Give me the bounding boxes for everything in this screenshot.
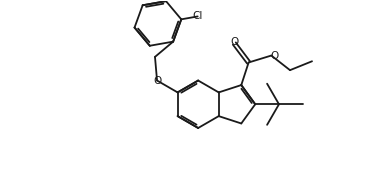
Text: O: O <box>270 51 278 61</box>
Text: O: O <box>230 37 238 47</box>
Text: Cl: Cl <box>192 11 203 21</box>
Text: O: O <box>153 76 161 86</box>
